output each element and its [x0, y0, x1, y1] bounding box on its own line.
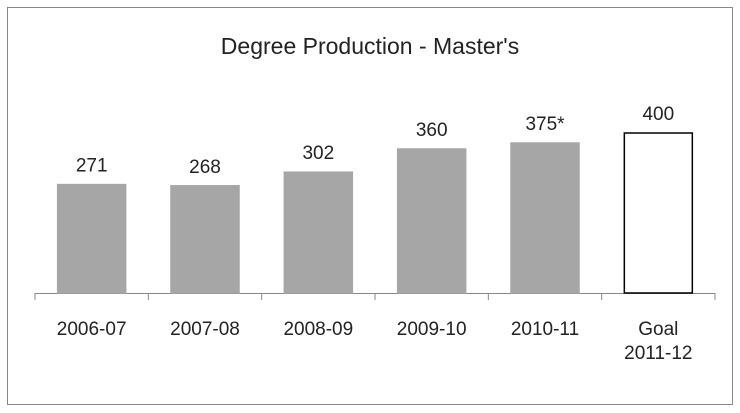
- data-label: 268: [189, 157, 221, 178]
- x-tick-label: 2008-09: [283, 319, 354, 340]
- bar: [170, 185, 240, 294]
- x-tick-label: Goal 2011-12: [624, 319, 693, 364]
- data-label: 302: [302, 143, 334, 164]
- data-label: 271: [76, 156, 108, 177]
- bar: [510, 142, 580, 294]
- bar: [283, 171, 354, 294]
- bar: [56, 183, 127, 294]
- x-tick-label: 2009-10: [396, 319, 467, 340]
- bar: [396, 148, 467, 294]
- chart-title: Degree Production - Master's: [221, 33, 519, 59]
- x-tick-label: 2007-08: [170, 319, 240, 340]
- data-label: 400: [642, 104, 674, 125]
- x-tick-label: 2006-07: [56, 319, 127, 340]
- bar: [623, 132, 694, 294]
- x-tick-label: 2010-11: [510, 319, 580, 340]
- data-label: 360: [416, 120, 448, 141]
- data-label: 375*: [525, 114, 565, 135]
- chart-frame: [7, 7, 733, 405]
